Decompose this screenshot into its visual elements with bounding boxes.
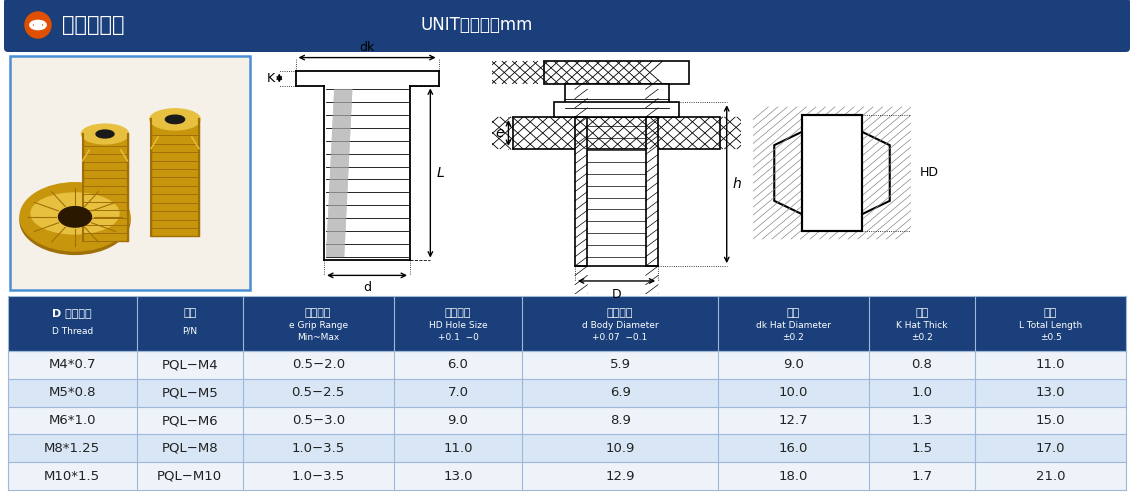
Text: PQL−M6: PQL−M6 [161, 414, 218, 427]
Ellipse shape [96, 130, 115, 138]
Text: 13.0: 13.0 [443, 470, 473, 483]
Text: 1.3: 1.3 [912, 414, 932, 427]
Text: 0.5−2.0: 0.5−2.0 [291, 359, 345, 371]
Text: L: L [437, 166, 445, 180]
Text: 1.0−3.5: 1.0−3.5 [291, 442, 345, 455]
Text: 16.0: 16.0 [779, 442, 809, 455]
Ellipse shape [150, 109, 201, 130]
Text: 17.0: 17.0 [1035, 442, 1065, 455]
Text: d Body Diameter
+0.07  −0.1: d Body Diameter +0.07 −0.1 [582, 322, 659, 341]
Text: 18.0: 18.0 [779, 470, 809, 483]
Text: 帽厚: 帽厚 [915, 308, 929, 319]
Text: 6.0: 6.0 [448, 359, 468, 371]
Text: PQL−M4: PQL−M4 [161, 359, 218, 371]
Ellipse shape [166, 115, 185, 124]
Text: 0.5−3.0: 0.5−3.0 [291, 414, 345, 427]
Text: M5*0.8: M5*0.8 [49, 386, 96, 399]
Text: M6*1.0: M6*1.0 [49, 414, 96, 427]
Text: 21.0: 21.0 [1035, 470, 1065, 483]
Text: e Grip Range
Min~Max: e Grip Range Min~Max [289, 322, 348, 341]
Text: 1.0: 1.0 [912, 386, 932, 399]
Text: HD: HD [920, 166, 938, 179]
Text: 1.0−3.5: 1.0−3.5 [291, 470, 345, 483]
Text: PQL−M10: PQL−M10 [158, 470, 222, 483]
Polygon shape [775, 118, 890, 229]
Bar [8, 351, 1126, 379]
Text: e: e [496, 126, 505, 140]
Text: h: h [733, 177, 742, 191]
Text: HD Hole Size
+0.1  −0: HD Hole Size +0.1 −0 [429, 322, 488, 341]
Ellipse shape [59, 206, 92, 227]
Bar [544, 61, 689, 83]
Text: 0.8: 0.8 [912, 359, 932, 371]
Text: M4*0.7: M4*0.7 [49, 359, 96, 371]
Bar [8, 296, 1126, 351]
Text: 13.0: 13.0 [1035, 386, 1065, 399]
Text: K Hat Thick
±0.2: K Hat Thick ±0.2 [896, 322, 948, 341]
Bar [575, 117, 587, 266]
Ellipse shape [20, 186, 130, 254]
FancyBboxPatch shape [10, 56, 249, 290]
Bar [513, 117, 720, 149]
Bar [8, 407, 1126, 434]
Text: 10.0: 10.0 [779, 386, 809, 399]
Text: 8.9: 8.9 [610, 414, 631, 427]
Text: dk: dk [359, 41, 374, 54]
Text: 10.9: 10.9 [606, 442, 635, 455]
Text: UNIT（单位）mm: UNIT（单位）mm [420, 16, 533, 34]
Ellipse shape [20, 183, 130, 251]
Text: 11.0: 11.0 [443, 442, 473, 455]
Text: 12.7: 12.7 [779, 414, 809, 427]
Text: 开孔直径: 开孔直径 [445, 308, 472, 319]
Bar [802, 115, 862, 231]
Text: 铆接厚度: 铆接厚度 [305, 308, 331, 319]
Text: M10*1.5: M10*1.5 [44, 470, 100, 483]
Text: 15.0: 15.0 [1035, 414, 1065, 427]
Bar [8, 379, 1126, 407]
Text: PQL−M5: PQL−M5 [161, 386, 218, 399]
Text: 9.0: 9.0 [448, 414, 468, 427]
Text: P/N: P/N [183, 327, 197, 336]
Text: 11.0: 11.0 [1035, 359, 1065, 371]
FancyBboxPatch shape [5, 0, 1129, 52]
Text: 12.9: 12.9 [606, 470, 635, 483]
Text: dk Hat Diameter
±0.2: dk Hat Diameter ±0.2 [756, 322, 831, 341]
Bar [565, 83, 669, 117]
Text: 1.7: 1.7 [912, 470, 932, 483]
Ellipse shape [31, 193, 119, 234]
Text: K: K [268, 72, 276, 84]
Bar [802, 115, 862, 231]
Bar [802, 115, 862, 231]
Text: 7.0: 7.0 [448, 386, 468, 399]
Text: D: D [611, 288, 621, 301]
Text: PQL−M8: PQL−M8 [161, 442, 218, 455]
Text: 6.9: 6.9 [610, 386, 631, 399]
Text: M8*1.25: M8*1.25 [44, 442, 100, 455]
FancyBboxPatch shape [83, 134, 127, 241]
Text: 编号: 编号 [183, 308, 196, 319]
Text: 0.5−2.5: 0.5−2.5 [291, 386, 345, 399]
Text: 螺母直径: 螺母直径 [607, 308, 634, 319]
Text: 帽径: 帽径 [787, 308, 799, 319]
Text: 长度: 长度 [1044, 308, 1057, 319]
Text: 5.9: 5.9 [610, 359, 631, 371]
Bar [8, 462, 1126, 490]
Circle shape [34, 22, 42, 29]
FancyBboxPatch shape [151, 120, 198, 236]
Text: D Thread: D Thread [52, 327, 93, 336]
Bar [8, 434, 1126, 462]
Text: 平头全六角: 平头全六角 [62, 15, 125, 35]
Bar [555, 102, 679, 117]
Text: d: d [363, 281, 371, 294]
Ellipse shape [82, 124, 128, 144]
Text: D 螺纹规格: D 螺纹规格 [52, 308, 92, 319]
Text: L Total Length
±0.5: L Total Length ±0.5 [1019, 322, 1082, 341]
Circle shape [25, 12, 51, 38]
Text: 9.0: 9.0 [782, 359, 804, 371]
Text: 1.5: 1.5 [912, 442, 932, 455]
Bar [645, 117, 658, 266]
